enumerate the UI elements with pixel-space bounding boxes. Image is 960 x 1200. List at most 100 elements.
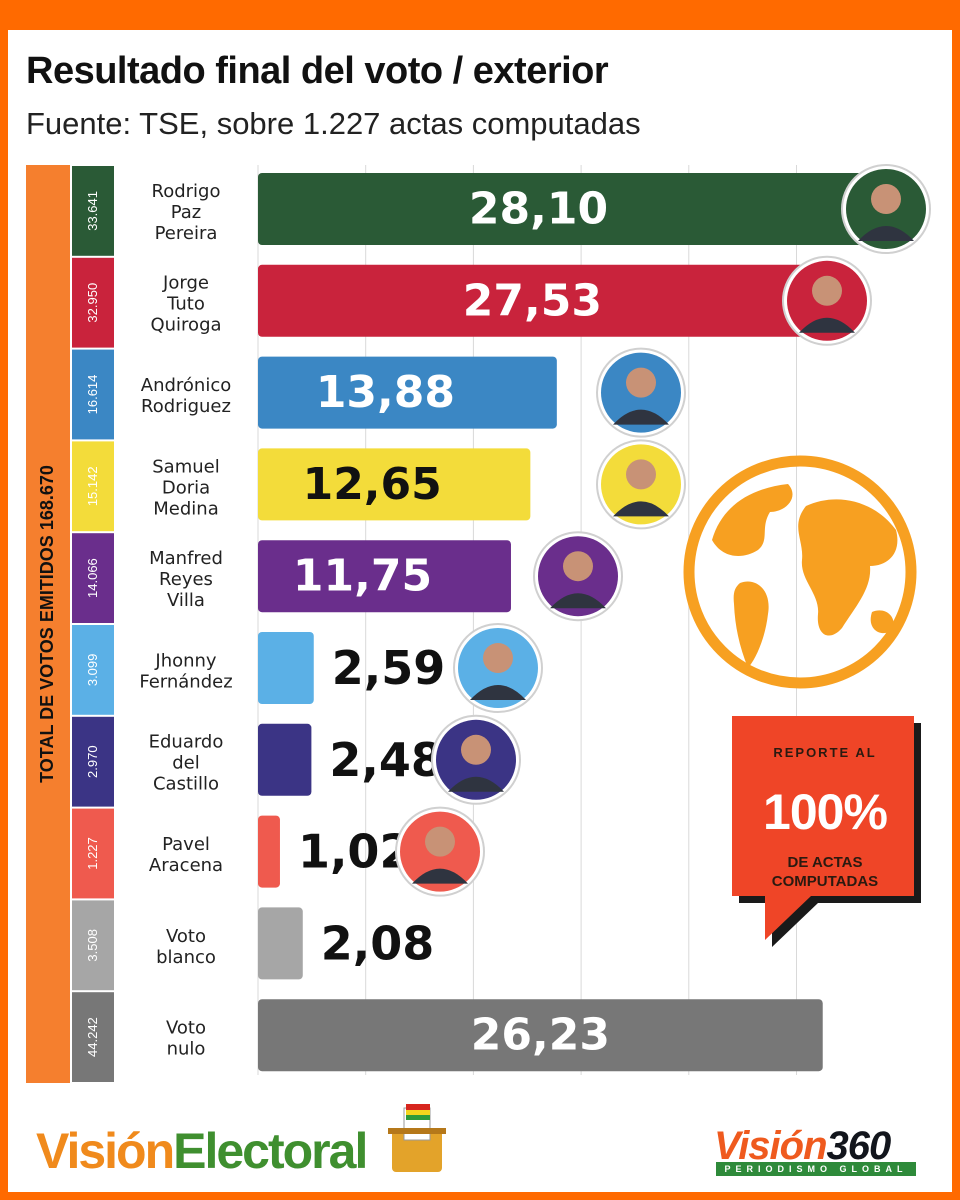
votes-cell — [72, 349, 114, 440]
avatar — [431, 714, 521, 805]
logo-left-part-b: Electoral — [173, 1123, 368, 1179]
globe-icon — [683, 455, 917, 689]
votes-count: 2.970 — [85, 745, 100, 778]
logo-left-part-a: Visión — [36, 1123, 175, 1179]
avatar — [596, 347, 686, 438]
result-bar — [258, 540, 511, 613]
candidate-name-line: Villa — [167, 590, 205, 611]
candidate-name-line: Pereira — [155, 223, 218, 244]
candidate-name-line: nulo — [167, 1039, 206, 1060]
votes-count: 32.950 — [85, 283, 100, 323]
total-votes-label: TOTAL DE VOTOS EMITIDOS 168.670 — [37, 465, 57, 783]
candidate-name-line: blanco — [156, 947, 216, 968]
candidate-name-line: Castillo — [153, 774, 219, 795]
candidate-name-line: Reyes — [159, 569, 213, 590]
votes-count: 15.142 — [85, 466, 100, 506]
bar-value-label: 13,88 — [316, 367, 455, 418]
candidate-name-line: Voto — [166, 926, 206, 947]
candidate-name-line: Eduardo — [149, 732, 224, 753]
candidate-name-line: Medina — [153, 498, 218, 519]
vision-electoral-logo: VisiónElectoral — [36, 1122, 368, 1180]
report-bottom-line-2: COMPUTADAS — [771, 873, 879, 890]
candidate-name-line: Rodriguez — [141, 396, 231, 417]
bar-value-label: 26,23 — [471, 1010, 610, 1061]
votes-count: 44.242 — [85, 1017, 100, 1057]
votes-cell — [72, 166, 114, 256]
candidate-name-line: Voto — [166, 1018, 206, 1039]
bar-value-label: 2,48 — [329, 733, 443, 787]
report-top-text: REPORTE AL — [773, 745, 877, 760]
ballot-box-icon — [388, 1104, 446, 1172]
candidate-name-line: del — [172, 753, 200, 774]
result-bar — [258, 907, 303, 980]
bar-value-label: 12,65 — [303, 459, 442, 510]
votes-cell — [72, 441, 114, 532]
result-bar — [258, 264, 851, 337]
result-bar — [258, 632, 314, 704]
avatar — [453, 623, 543, 713]
avatar — [533, 531, 623, 622]
logo-right-part-b: 360 — [826, 1124, 892, 1168]
candidate-name-line: Fernández — [139, 671, 232, 692]
report-percentage: 100% — [763, 784, 888, 840]
result-bar — [258, 723, 312, 796]
votes-cell — [72, 257, 114, 348]
candidate-name-line: Pavel — [162, 834, 210, 855]
vision-360-logo: Visión360 — [714, 1124, 892, 1169]
candidate-name-line: Quiroga — [150, 315, 221, 336]
votes-cell — [72, 625, 114, 715]
votes-count: 3.099 — [85, 654, 100, 687]
report-bottom-line-1: DE ACTAS — [787, 854, 863, 871]
avatar — [395, 806, 485, 897]
candidate-name-line: Jhonny — [154, 650, 217, 671]
votes-cell — [72, 808, 114, 899]
avatar — [596, 439, 686, 530]
candidate-name-line: Samuel — [152, 456, 219, 477]
votes-count: 16.614 — [85, 375, 100, 415]
candidate-name-line: Manfred — [149, 548, 223, 569]
candidate-name-line: Rodrigo — [152, 181, 221, 202]
candidate-name-line: Paz — [171, 202, 202, 223]
result-bar — [258, 356, 557, 429]
candidate-name-line: Andrónico — [141, 375, 231, 396]
candidate-name-line: Tuto — [166, 294, 205, 315]
bar-value-label: 2,08 — [321, 916, 435, 970]
votes-count: 3.508 — [85, 929, 100, 962]
result-bar — [258, 815, 280, 888]
candidate-name-line: Aracena — [149, 855, 223, 876]
candidate-name-line: Jorge — [162, 273, 209, 294]
votes-count: 33.641 — [85, 191, 100, 231]
votes-cell — [72, 533, 114, 623]
page-subtitle: Fuente: TSE, sobre 1.227 actas computada… — [26, 106, 641, 141]
bar-value-label: 11,75 — [293, 551, 432, 602]
bar-value-label: 2,59 — [332, 641, 446, 695]
report-callout — [732, 716, 921, 947]
votes-count: 14.066 — [85, 558, 100, 598]
report-bottom-text: DE ACTAS COMPUTADAS — [732, 853, 918, 891]
bar-value-label: 28,10 — [469, 184, 608, 235]
avatar — [841, 164, 931, 254]
total-votes-column — [26, 165, 70, 1083]
logo-right-part-a: Visión — [714, 1124, 828, 1168]
avatar — [782, 255, 872, 346]
votes-cell — [72, 716, 114, 807]
bar-value-label: 27,53 — [463, 275, 602, 326]
result-bar — [258, 448, 531, 521]
votes-cell — [72, 992, 114, 1082]
result-bar — [258, 999, 823, 1072]
votes-cell — [72, 900, 114, 991]
votes-count: 1.227 — [85, 837, 100, 870]
bar-value-label: 1,02 — [298, 825, 412, 879]
